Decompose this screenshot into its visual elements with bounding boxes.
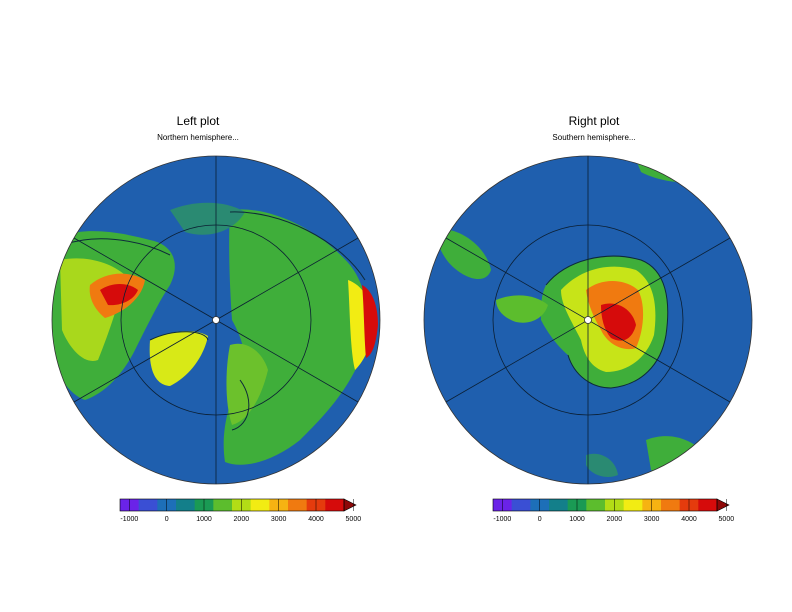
- colorbar-tick-label: 0: [165, 516, 169, 523]
- east-antarctica-peak: [601, 303, 636, 341]
- colorbar-segment: [288, 499, 308, 511]
- colorbar-tick-label: 1000: [196, 516, 212, 523]
- colorbar-tick-label: -1000: [120, 516, 138, 523]
- colorbar-outline: [492, 498, 718, 512]
- south-america-tip: [436, 229, 491, 280]
- colorbar-segment: [232, 499, 252, 511]
- coastlines: [545, 255, 669, 389]
- left-colorbar: -1000 0 1000 2000 3000 4000 5000: [119, 498, 362, 523]
- colorbar-outline: [119, 498, 345, 512]
- left-plot-subtitle: Northern hemisphere...: [157, 133, 239, 142]
- south-pole-marker: [584, 316, 592, 324]
- colorbar-segment: [549, 499, 569, 511]
- colorbar-segment: [586, 499, 606, 511]
- colorbar-segment: [661, 499, 681, 511]
- coastlines: [52, 211, 366, 431]
- arctic-islands: [170, 202, 245, 235]
- himalaya-peak: [362, 285, 378, 358]
- colorbar-tick-label: 3000: [644, 516, 660, 523]
- colorbar-segment: [250, 499, 270, 511]
- colorbar-tick-label: 2000: [607, 516, 623, 523]
- southern-hemisphere-map: [423, 155, 753, 485]
- colorbar-segment: [120, 499, 140, 511]
- right-map-panel: Right plot Southern hemisphere...: [396, 0, 792, 612]
- right-plot-title: Right plot: [568, 114, 620, 128]
- new-zealand: [586, 453, 618, 477]
- colorbar-extension-triangle: [343, 498, 357, 512]
- northern-hemisphere-map: [51, 155, 381, 485]
- colorbar-segment: [176, 499, 196, 511]
- colorbar-tick-label: 0: [538, 516, 542, 523]
- colorbar-tick-label: 4000: [308, 516, 324, 523]
- eurasia-landmass: [223, 209, 368, 465]
- colorbar-segment: [269, 499, 289, 511]
- colorbar-segment: [511, 499, 531, 511]
- colorbar-segment: [325, 499, 345, 511]
- colorbar-tick-label: 2000: [234, 516, 250, 523]
- colorbar-tick-label: 4000: [681, 516, 697, 523]
- rockies-peak: [100, 284, 138, 306]
- colorbar-segment: [698, 499, 718, 511]
- colorbar-tick-label: -1000: [493, 516, 511, 523]
- left-plot-title: Left plot: [176, 114, 220, 128]
- antarctic-peninsula: [496, 295, 548, 323]
- colorbar-segment: [138, 499, 158, 511]
- greenland-elevation: [149, 331, 208, 386]
- colorbar-segment: [605, 499, 625, 511]
- colorbar-extension-triangle: [716, 498, 730, 512]
- right-colorbar: -1000 0 1000 2000 3000 4000 5000: [492, 498, 735, 523]
- colorbar-segment: [213, 499, 233, 511]
- colorbar-segment: [623, 499, 643, 511]
- colorbar-tick-label: 1000: [569, 516, 585, 523]
- right-plot-subtitle: Southern hemisphere...: [552, 133, 636, 142]
- colorbar-tick-label: 3000: [271, 516, 287, 523]
- siberia-uplands: [226, 343, 268, 425]
- north-pole-marker: [212, 316, 220, 324]
- colorbar-tick-label: 5000: [719, 516, 735, 523]
- left-map-panel: Left plot Northern hemisphere...: [51, 114, 381, 485]
- colorbar-tick-label: 5000: [346, 516, 362, 523]
